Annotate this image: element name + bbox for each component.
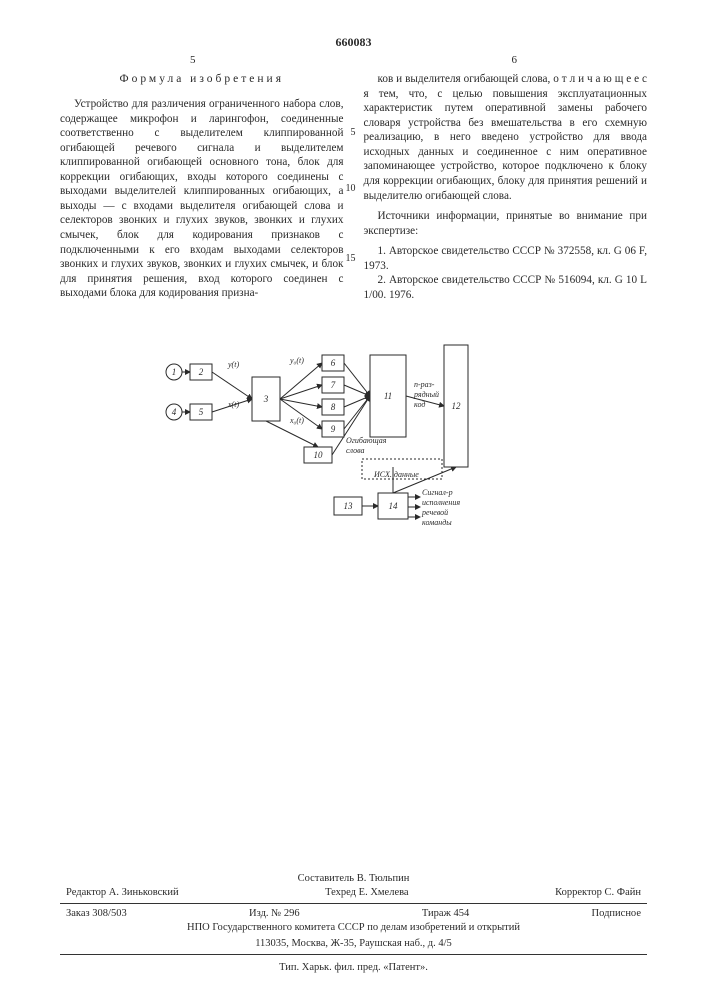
tirage: Тираж 454 xyxy=(422,907,469,921)
editor: Редактор А. Зиньковский xyxy=(66,886,179,900)
left-paragraph: Устройство для различения ограниченного … xyxy=(60,97,344,301)
page: 660083 5 6 Формула изобретения Устройств… xyxy=(0,0,707,1000)
order-no: Заказ 308/503 xyxy=(66,907,127,921)
svg-text:7: 7 xyxy=(330,380,335,390)
svg-text:10: 10 xyxy=(313,450,323,460)
claims-heading: Формула изобретения xyxy=(60,72,344,87)
svg-text:2: 2 xyxy=(198,367,203,377)
svg-text:n-раз-: n-раз- xyxy=(414,380,435,389)
svg-text:код: код xyxy=(414,400,425,409)
svg-text:13: 13 xyxy=(343,501,353,511)
reference-1: 1. Авторское свидетельство СССР № 372558… xyxy=(364,244,648,273)
reference-2: 2. Авторское свидетельство СССР № 516094… xyxy=(364,273,648,302)
column-page-numbers: 5 6 xyxy=(60,54,647,66)
organization: НПО Государственного комитета СССР по де… xyxy=(60,921,647,935)
svg-text:8: 8 xyxy=(330,402,335,412)
col-left-num: 5 xyxy=(190,54,196,66)
print-info-line: Заказ 308/503 Изд. № 296 Тираж 454 Подпи… xyxy=(60,907,647,921)
svg-text:4: 4 xyxy=(171,407,176,417)
rule-2 xyxy=(60,954,647,955)
line-number-5: 5 xyxy=(351,126,356,139)
subscription: Подписное xyxy=(592,907,641,921)
edition-no: Изд. № 296 xyxy=(249,907,300,921)
svg-text:x(t): x(t) xyxy=(227,400,239,409)
svg-text:слова: слова xyxy=(346,446,365,455)
compiler-line: Составитель В. Тюльпин xyxy=(60,872,647,886)
imprint-footer: Составитель В. Тюльпин Редактор А. Зиньк… xyxy=(60,872,647,975)
svg-text:3: 3 xyxy=(262,394,268,404)
svg-text:команды: команды xyxy=(422,518,452,527)
svg-text:14: 14 xyxy=(388,501,398,511)
svg-text:12: 12 xyxy=(451,401,461,411)
column-right: ков и выделителя огибающей слова, о т л … xyxy=(364,72,648,307)
schematic-diagram: 1234567891011121314y(t)x(t)y₀(t)x₀(t)n-р… xyxy=(144,327,564,537)
schematic-svg: 1234567891011121314y(t)x(t)y₀(t)x₀(t)n-р… xyxy=(144,327,564,537)
corrector: Корректор С. Файн xyxy=(555,886,641,900)
svg-text:Сигнал-р: Сигнал-р xyxy=(422,488,453,497)
techred: Техред Е. Хмелева xyxy=(325,886,408,900)
roles-line: Редактор А. Зиньковский Техред Е. Хмелев… xyxy=(60,886,647,900)
svg-text:x₀(t): x₀(t) xyxy=(289,416,304,425)
line-number-15: 15 xyxy=(346,252,356,265)
svg-text:11: 11 xyxy=(383,391,391,401)
sources-heading: Источники информации, принятые во вниман… xyxy=(364,209,648,238)
svg-text:рядный: рядный xyxy=(413,390,439,399)
rule-1 xyxy=(60,903,647,904)
text-columns: Формула изобретения Устройство для разли… xyxy=(60,72,647,307)
line-number-10: 10 xyxy=(346,182,356,195)
right-paragraph: ков и выделителя огибающей слова, о т л … xyxy=(364,72,648,203)
col-right-num: 6 xyxy=(512,54,518,66)
column-left: Формула изобретения Устройство для разли… xyxy=(60,72,344,307)
svg-text:y(t): y(t) xyxy=(227,360,239,369)
svg-text:6: 6 xyxy=(330,358,335,368)
document-number: 660083 xyxy=(60,35,647,50)
svg-text:9: 9 xyxy=(330,424,335,434)
svg-text:Огибающая: Огибающая xyxy=(346,436,387,445)
svg-text:исполнения: исполнения xyxy=(422,498,460,507)
svg-text:1: 1 xyxy=(171,367,176,377)
svg-text:5: 5 xyxy=(198,407,203,417)
svg-text:y₀(t): y₀(t) xyxy=(289,356,304,365)
svg-text:речевой: речевой xyxy=(421,508,448,517)
address: 113035, Москва, Ж-35, Раушская наб., д. … xyxy=(60,937,647,951)
svg-text:ИСХ. данные: ИСХ. данные xyxy=(373,470,419,479)
typography: Тип. Харьк. фил. пред. «Патент». xyxy=(60,961,647,975)
